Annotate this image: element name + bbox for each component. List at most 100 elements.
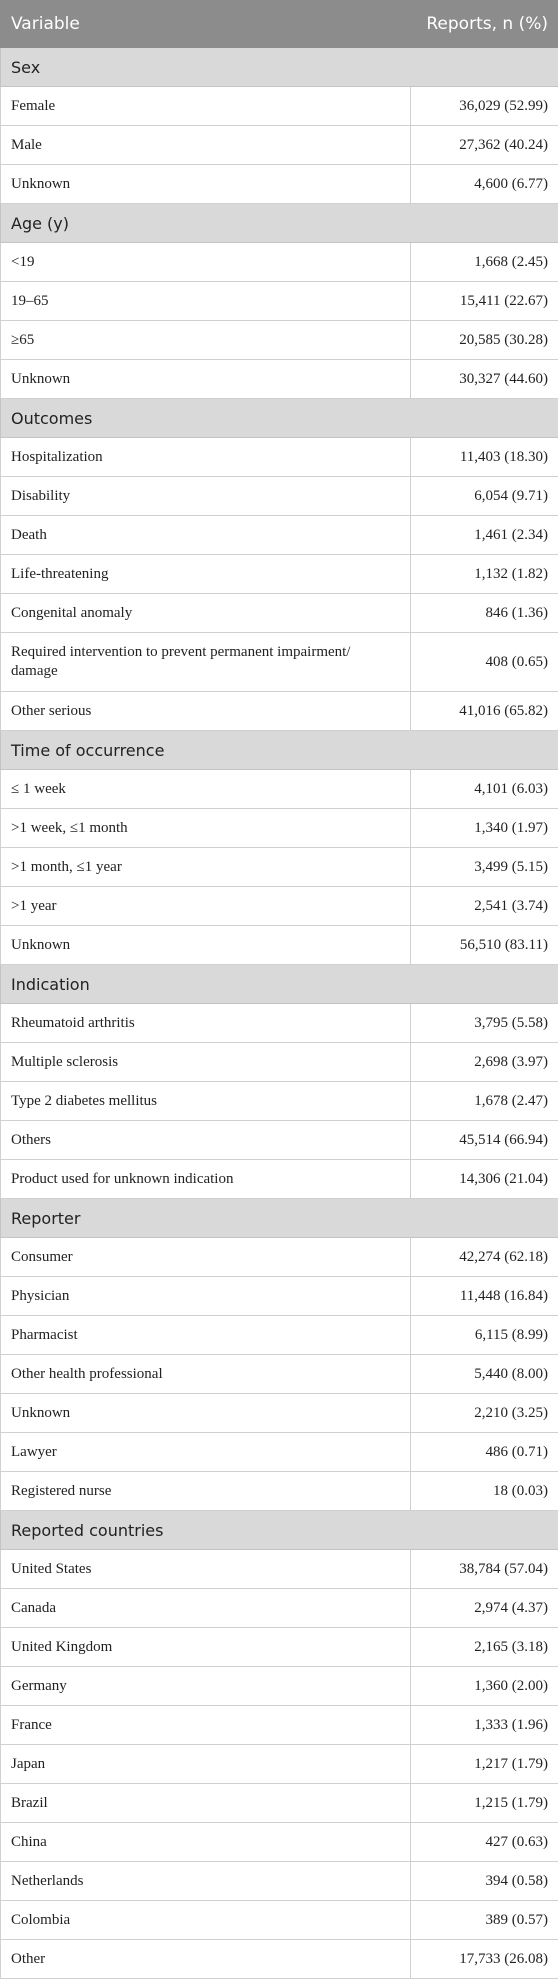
variable-cell: Male — [0, 125, 411, 165]
variable-cell: Unknown — [0, 164, 411, 204]
value-cell: 15,411 (22.67) — [410, 281, 558, 321]
data-row: Lawyer 486 (0.71) — [0, 1432, 558, 1472]
variable-cell: Other — [0, 1939, 411, 1979]
section-row: Outcomes — [0, 398, 558, 438]
data-row: France 1,333 (1.96) — [0, 1705, 558, 1745]
value-cell: 17,733 (26.08) — [410, 1939, 558, 1979]
value-cell: 4,101 (6.03) — [410, 769, 558, 809]
value-cell: 1,132 (1.82) — [410, 554, 558, 594]
data-row: Congenital anomaly 846 (1.36) — [0, 593, 558, 633]
data-row: Life-threatening 1,132 (1.82) — [0, 554, 558, 594]
value-cell: 1,333 (1.96) — [410, 1705, 558, 1745]
data-row: Type 2 diabetes mellitus 1,678 (2.47) — [0, 1081, 558, 1121]
header-cell: Reports, n (%) — [410, 0, 558, 48]
value-cell: 1,215 (1.79) — [410, 1783, 558, 1823]
variable-cell: Other health professional — [0, 1354, 411, 1394]
data-row: Canada 2,974 (4.37) — [0, 1588, 558, 1628]
variable-cell: United Kingdom — [0, 1627, 411, 1667]
variable-cell: Germany — [0, 1666, 411, 1706]
value-cell: 1,217 (1.79) — [410, 1744, 558, 1784]
data-row: Required intervention to prevent permane… — [0, 632, 558, 692]
data-row: Unknown 4,600 (6.77) — [0, 164, 558, 204]
variable-cell: Lawyer — [0, 1432, 411, 1472]
variable-cell: France — [0, 1705, 411, 1745]
value-cell: 2,698 (3.97) — [410, 1042, 558, 1082]
variable-cell: Pharmacist — [0, 1315, 411, 1355]
data-row: Other serious 41,016 (65.82) — [0, 691, 558, 731]
variable-cell: Required intervention to prevent permane… — [0, 632, 411, 692]
value-cell: 1,678 (2.47) — [410, 1081, 558, 1121]
value-cell: 38,784 (57.04) — [410, 1549, 558, 1589]
data-row: Other health professional 5,440 (8.00) — [0, 1354, 558, 1394]
variable-cell: Other serious — [0, 691, 411, 731]
value-cell: 42,274 (62.18) — [410, 1237, 558, 1277]
data-row: United Kingdom 2,165 (3.18) — [0, 1627, 558, 1667]
variable-cell: Canada — [0, 1588, 411, 1628]
data-row: ≥65 20,585 (30.28) — [0, 320, 558, 360]
data-row: Unknown 30,327 (44.60) — [0, 359, 558, 399]
variable-cell: Netherlands — [0, 1861, 411, 1901]
variable-cell: ≥65 — [0, 320, 411, 360]
variable-cell: Japan — [0, 1744, 411, 1784]
variable-cell: <19 — [0, 242, 411, 282]
variable-cell: Colombia — [0, 1900, 411, 1940]
data-row: 19–65 15,411 (22.67) — [0, 281, 558, 321]
data-row: Others 45,514 (66.94) — [0, 1120, 558, 1160]
section-title: Indication — [0, 964, 558, 1004]
value-cell: 2,210 (3.25) — [410, 1393, 558, 1433]
value-cell: 3,795 (5.58) — [410, 1003, 558, 1043]
variable-cell: >1 week, ≤1 month — [0, 808, 411, 848]
data-row: China 427 (0.63) — [0, 1822, 558, 1862]
value-cell: 846 (1.36) — [410, 593, 558, 633]
data-row: Male 27,362 (40.24) — [0, 125, 558, 165]
variable-cell: Product used for unknown indication — [0, 1159, 411, 1199]
data-row: >1 week, ≤1 month 1,340 (1.97) — [0, 808, 558, 848]
value-cell: 2,165 (3.18) — [410, 1627, 558, 1667]
variable-cell: Death — [0, 515, 411, 555]
value-cell: 5,440 (8.00) — [410, 1354, 558, 1394]
data-row: >1 year 2,541 (3.74) — [0, 886, 558, 926]
value-cell: 20,585 (30.28) — [410, 320, 558, 360]
section-row: Age (y) — [0, 203, 558, 243]
data-row: Other 17,733 (26.08) — [0, 1939, 558, 1979]
data-row: Multiple sclerosis 2,698 (3.97) — [0, 1042, 558, 1082]
variable-cell: Life-threatening — [0, 554, 411, 594]
value-cell: 11,403 (18.30) — [410, 437, 558, 477]
section-title: Time of occurrence — [0, 730, 558, 770]
section-row: Indication — [0, 964, 558, 1004]
variable-cell: China — [0, 1822, 411, 1862]
value-cell: 56,510 (83.11) — [410, 925, 558, 965]
value-cell: 27,362 (40.24) — [410, 125, 558, 165]
variable-cell: Female — [0, 86, 411, 126]
data-row: Netherlands 394 (0.58) — [0, 1861, 558, 1901]
variable-cell: Consumer — [0, 1237, 411, 1277]
data-row: Germany 1,360 (2.00) — [0, 1666, 558, 1706]
value-cell: 1,340 (1.97) — [410, 808, 558, 848]
section-title: Sex — [0, 47, 558, 87]
variable-cell: Disability — [0, 476, 411, 516]
value-cell: 41,016 (65.82) — [410, 691, 558, 731]
value-cell: 18 (0.03) — [410, 1471, 558, 1511]
value-cell: 30,327 (44.60) — [410, 359, 558, 399]
variable-cell: Type 2 diabetes mellitus — [0, 1081, 411, 1121]
section-row: Reporter — [0, 1198, 558, 1238]
variable-cell: Congenital anomaly — [0, 593, 411, 633]
data-row: Japan 1,217 (1.79) — [0, 1744, 558, 1784]
data-row: Consumer 42,274 (62.18) — [0, 1237, 558, 1277]
value-cell: 45,514 (66.94) — [410, 1120, 558, 1160]
variable-cell: United States — [0, 1549, 411, 1589]
data-row: <19 1,668 (2.45) — [0, 242, 558, 282]
section-row: Reported countries — [0, 1510, 558, 1550]
variable-cell: Unknown — [0, 359, 411, 399]
header-cell: Variable — [0, 0, 411, 48]
data-row: Rheumatoid arthritis 3,795 (5.58) — [0, 1003, 558, 1043]
variable-cell: 19–65 — [0, 281, 411, 321]
value-cell: 1,360 (2.00) — [410, 1666, 558, 1706]
data-row: United States 38,784 (57.04) — [0, 1549, 558, 1589]
data-row: Product used for unknown indication 14,30… — [0, 1159, 558, 1199]
value-cell: 6,115 (8.99) — [410, 1315, 558, 1355]
value-cell: 14,306 (21.04) — [410, 1159, 558, 1199]
value-cell: 2,974 (4.37) — [410, 1588, 558, 1628]
